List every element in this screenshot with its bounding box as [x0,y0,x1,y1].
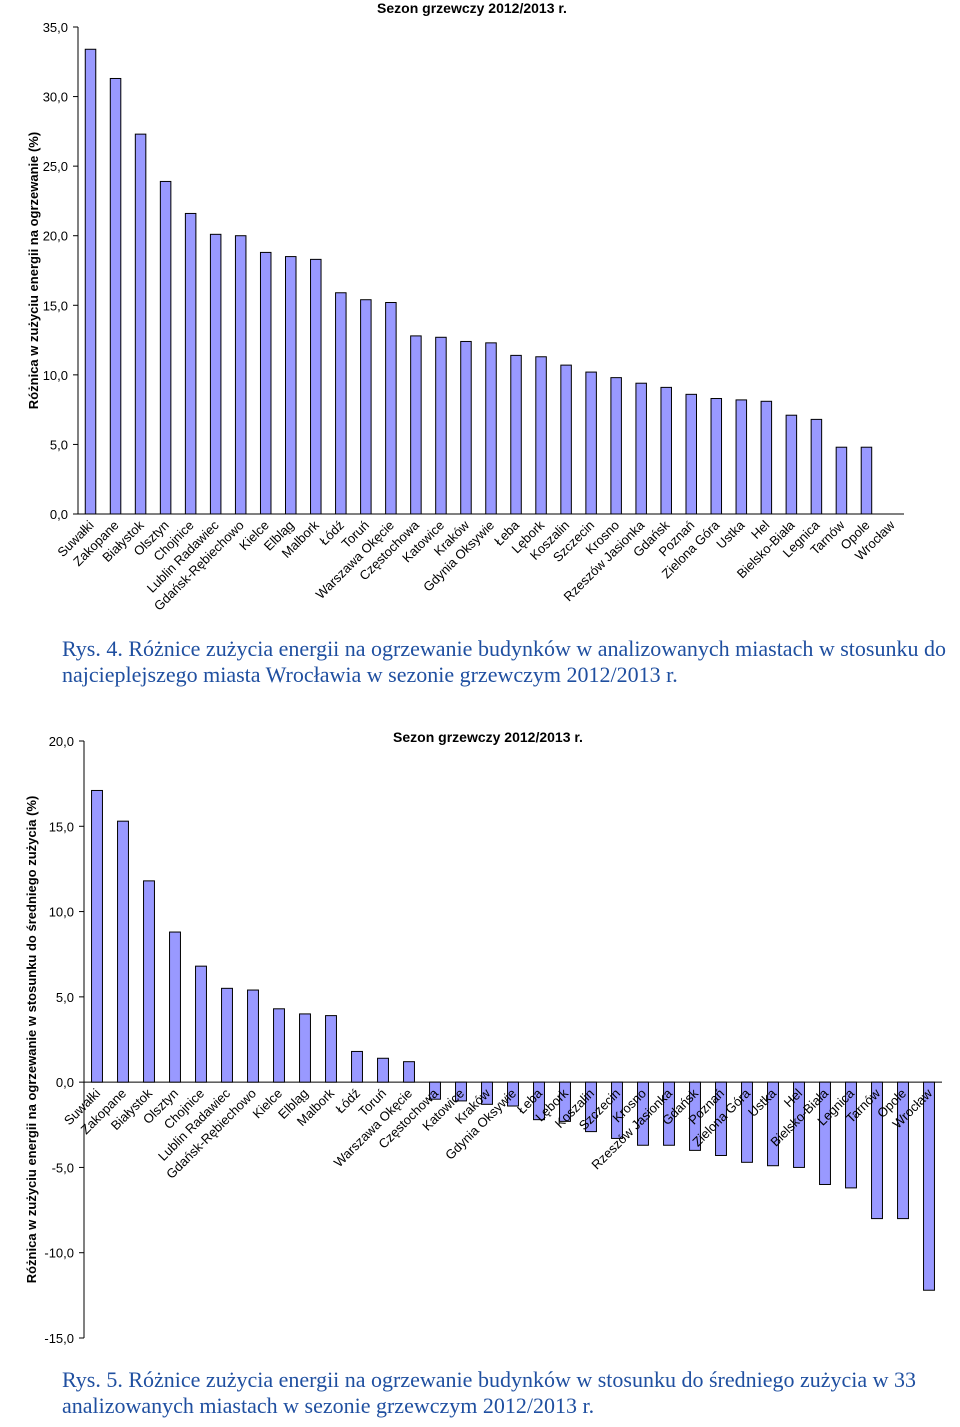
bar [273,1008,285,1083]
bar [560,364,572,515]
bar [767,1081,779,1167]
bar [559,1081,571,1122]
bar [735,399,748,515]
bar [510,354,522,515]
y-tick-label: 25,0 [43,159,68,174]
bar [810,418,823,515]
bar [710,398,723,515]
y-tick-label: 20,0 [49,734,74,749]
chart-title: Sezon grzewczy 2012/2013 r. [377,0,567,16]
bar [860,446,873,515]
y-tick-label: 0,0 [50,507,68,522]
bar [360,299,372,515]
chart-title: Sezon grzewczy 2012/2013 r. [393,729,583,745]
bar [455,1081,467,1102]
y-tick-label: -10,0 [44,1246,74,1261]
y-tick-label: 10,0 [49,905,74,920]
y-tick-label: 30,0 [43,90,68,105]
bar [410,335,422,515]
bar [923,1081,935,1291]
bar [84,48,97,515]
bar [845,1081,857,1189]
bar [403,1061,415,1083]
bar [507,1081,519,1107]
y-axis-label: Różnica w zużyciu energii na ogrzewanie … [26,132,41,409]
y-tick-label: 5,0 [56,990,74,1005]
bar [247,989,259,1083]
chart-heating-difference-vs-wroclaw: Sezon grzewczy 2012/2013 r. Różnica w zuż… [26,0,904,613]
bar [351,1050,363,1083]
figure-5-caption: Rys. 5. Różnice zużycia energii na ogrze… [62,1367,917,1418]
y-tick-label: -15,0 [44,1331,74,1346]
bar [741,1081,753,1163]
bar [819,1081,831,1185]
bar [485,342,497,515]
bar [585,371,597,515]
x-category-label: Ustka [713,517,748,552]
bar [285,256,297,515]
bar [109,77,122,515]
bar [871,1081,883,1220]
y-tick-label: 15,0 [49,819,74,834]
bar [325,1015,337,1083]
bar [184,212,197,515]
y-tick-label: -5,0 [52,1160,74,1175]
bar [429,1081,441,1100]
bar [385,302,397,515]
chart-heating-difference-vs-average: Sezon grzewczy 2012/2013 r. Różnica w zuż… [24,729,942,1346]
y-tick-label: 0,0 [56,1075,74,1090]
bar [91,789,103,1083]
bar [637,1081,649,1146]
bar [299,1013,311,1083]
bar [585,1081,597,1133]
bar [195,965,207,1083]
bar [143,880,155,1083]
bar [159,180,172,515]
bar [259,251,272,515]
bar [715,1081,727,1156]
y-axis-label: Różnica w zużyciu energii na ogrzewanie … [24,796,39,1284]
bar [835,446,848,515]
bar [435,336,447,515]
bar [610,377,622,515]
bar [209,233,222,515]
bar [377,1057,389,1083]
bar [611,1081,623,1139]
bar [785,414,798,515]
bar [169,931,181,1083]
bar [134,133,147,515]
bar [481,1081,493,1105]
bar [117,820,129,1083]
bar [897,1081,909,1220]
y-tick-label: 35,0 [43,20,68,35]
y-tick-label: 5,0 [50,437,68,452]
y-tick-label: 10,0 [43,368,68,383]
bar [660,386,672,515]
bar [221,987,233,1083]
bar [460,340,472,515]
bar [689,1081,701,1151]
bar [335,292,347,515]
bar [533,1081,545,1121]
bar [310,258,322,515]
bar [760,400,773,515]
bar [234,235,247,515]
y-tick-label: 20,0 [43,229,68,244]
bar [663,1081,675,1146]
bar [535,356,547,515]
figure-4-caption: Rys. 4. Różnice zużycia energii na ogrze… [62,636,946,687]
bar [685,393,697,515]
bar [793,1081,805,1168]
bar [635,382,647,515]
y-tick-label: 15,0 [43,298,68,313]
